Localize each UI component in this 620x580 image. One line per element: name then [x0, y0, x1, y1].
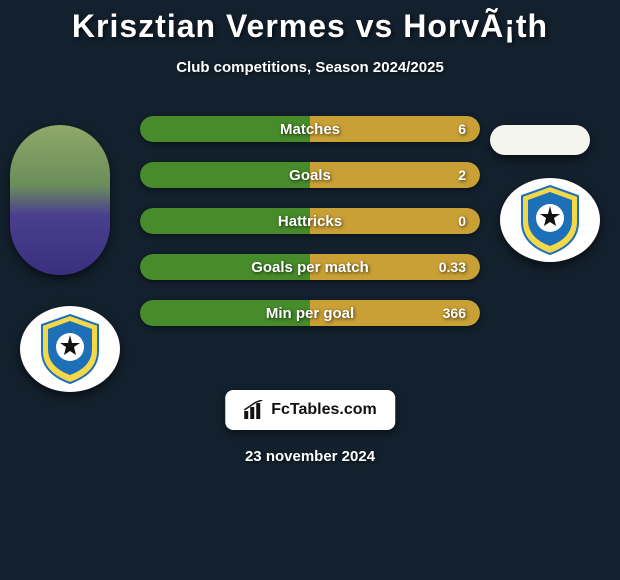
crest-icon — [512, 182, 588, 258]
club-right-crest — [500, 178, 600, 262]
footer-label: FcTables.com — [271, 401, 377, 419]
subtitle: Club competitions, Season 2024/2025 — [0, 59, 620, 76]
stat-value: 6 — [458, 121, 466, 137]
chart-icon — [243, 400, 263, 420]
crest-icon — [32, 311, 108, 387]
club-left-crest — [20, 306, 120, 392]
stat-label: Goals — [289, 167, 331, 184]
stat-value: 366 — [443, 305, 466, 321]
stat-label: Goals per match — [251, 259, 369, 276]
stat-row: Min per goal 366 — [140, 300, 480, 326]
date-label: 23 november 2024 — [245, 448, 375, 465]
stat-label: Hattricks — [278, 213, 342, 230]
stat-row: Matches 6 — [140, 116, 480, 142]
stat-row: Goals per match 0.33 — [140, 254, 480, 280]
player-left-photo — [10, 125, 110, 275]
page-title: Krisztian Vermes vs HorvÃ¡th — [0, 8, 620, 45]
stat-label: Min per goal — [266, 305, 354, 322]
footer-badge[interactable]: FcTables.com — [225, 390, 395, 430]
stat-value: 0.33 — [439, 259, 466, 275]
stat-value: 0 — [458, 213, 466, 229]
stat-row: Hattricks 0 — [140, 208, 480, 234]
stat-row: Goals 2 — [140, 162, 480, 188]
stat-label: Matches — [280, 121, 340, 138]
player-right-photo — [490, 125, 590, 155]
stat-value: 2 — [458, 167, 466, 183]
